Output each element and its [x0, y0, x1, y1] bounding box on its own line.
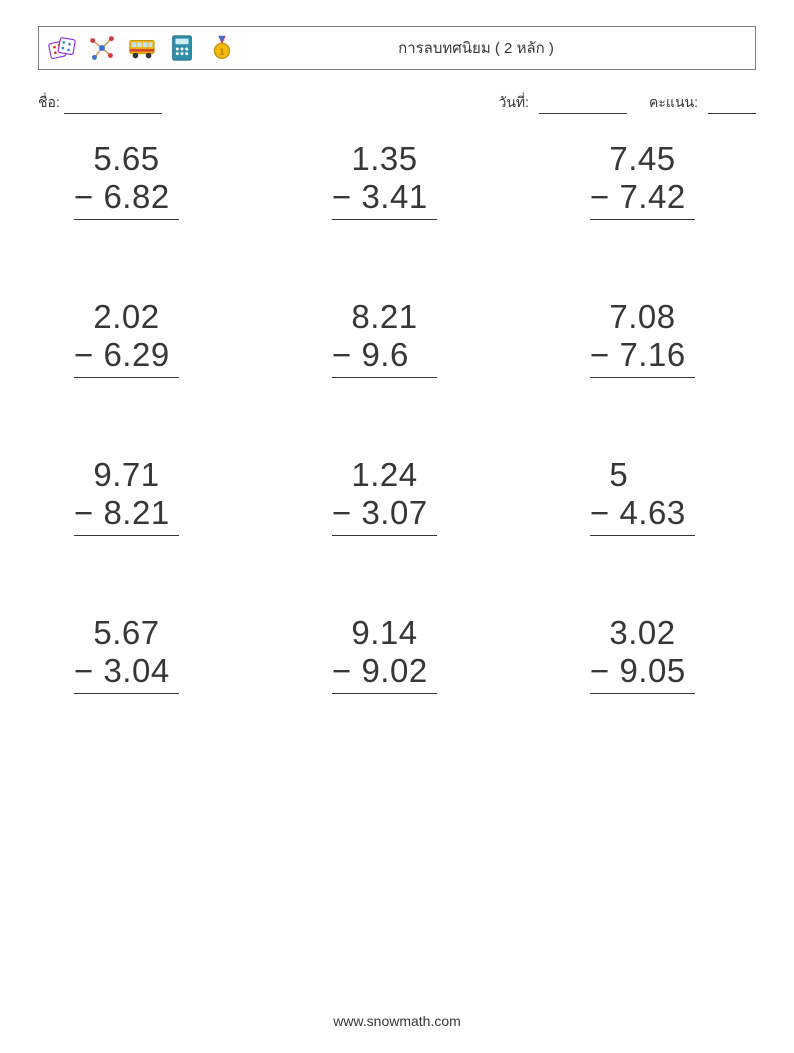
answer-rule	[332, 693, 437, 694]
molecule-icon	[87, 33, 117, 63]
answer-rule	[590, 377, 695, 378]
answer-rule	[590, 219, 695, 220]
problem: 7.45− 7.42	[566, 140, 744, 220]
minuend: 1.24	[332, 456, 418, 494]
problem: 5.67− 3.04	[50, 614, 228, 694]
subtrahend: − 9.02	[332, 652, 428, 690]
date-label: วันที่:	[498, 92, 529, 114]
problems-grid: 5.65− 6.82 1.35− 3.41 7.45− 7.42 2.02− 6…	[50, 140, 744, 694]
subtrahend: − 4.63	[590, 494, 686, 532]
minuend: 8.21	[332, 298, 418, 336]
minuend: 9.71	[74, 456, 160, 494]
subtrahend: − 7.16	[590, 336, 686, 374]
subtrahend: − 6.82	[74, 178, 170, 216]
name-label: ชื่อ:	[38, 92, 60, 114]
answer-rule	[332, 219, 437, 220]
answer-rule	[74, 219, 179, 220]
minuend: 3.02	[590, 614, 676, 652]
worksheet-header: 1 การลบทศนิยม ( 2 หลัก )	[38, 26, 756, 70]
problem: 1.35− 3.41	[308, 140, 486, 220]
problem: 1.24− 3.07	[308, 456, 486, 536]
subtrahend: − 3.41	[332, 178, 428, 216]
name-blank[interactable]	[64, 98, 162, 114]
subtrahend: − 7.42	[590, 178, 686, 216]
name-field: ชื่อ:	[38, 92, 498, 114]
problem: 9.71− 8.21	[50, 456, 228, 536]
minuend: 5.65	[74, 140, 160, 178]
minuend: 1.35	[332, 140, 418, 178]
minuend: 7.08	[590, 298, 676, 336]
problem: 9.14− 9.02	[308, 614, 486, 694]
answer-rule	[74, 377, 179, 378]
subtrahend: − 9.6	[332, 336, 409, 374]
problem: 2.02− 6.29	[50, 298, 228, 378]
svg-text:1: 1	[220, 47, 225, 57]
subtrahend: − 3.04	[74, 652, 170, 690]
score-label: คะแนน:	[649, 92, 698, 114]
subtrahend: − 8.21	[74, 494, 170, 532]
answer-rule	[74, 693, 179, 694]
minuend: 2.02	[74, 298, 160, 336]
problem: 5− 4.63	[566, 456, 744, 536]
answer-rule	[332, 377, 437, 378]
info-row: ชื่อ: วันที่: คะแนน:	[38, 92, 756, 114]
date-blank[interactable]	[539, 98, 627, 114]
minuend: 7.45	[590, 140, 676, 178]
minuend: 5.67	[74, 614, 160, 652]
footer-url: www.snowmath.com	[0, 1013, 794, 1029]
answer-rule	[332, 535, 437, 536]
header-icons: 1	[39, 33, 237, 63]
score-blank[interactable]	[708, 98, 756, 114]
dice-icon	[47, 33, 77, 63]
minuend: 5	[590, 456, 628, 494]
calculator-icon	[167, 33, 197, 63]
minuend: 9.14	[332, 614, 418, 652]
problem: 8.21− 9.6	[308, 298, 486, 378]
problem: 7.08− 7.16	[566, 298, 744, 378]
subtrahend: − 3.07	[332, 494, 428, 532]
subtrahend: − 9.05	[590, 652, 686, 690]
problem: 5.65− 6.82	[50, 140, 228, 220]
subtrahend: − 6.29	[74, 336, 170, 374]
problem: 3.02− 9.05	[566, 614, 744, 694]
answer-rule	[590, 535, 695, 536]
school-bus-icon	[127, 33, 157, 63]
answer-rule	[74, 535, 179, 536]
answer-rule	[590, 693, 695, 694]
worksheet-title: การลบทศนิยม ( 2 หลัก )	[237, 36, 755, 60]
medal-icon: 1	[207, 33, 237, 63]
